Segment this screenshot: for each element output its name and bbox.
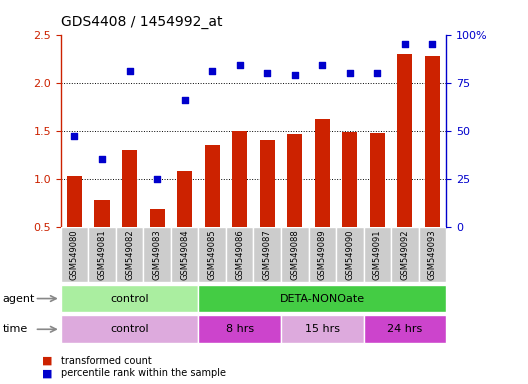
Bar — [199, 285, 446, 313]
Bar — [95, 200, 110, 275]
Bar — [61, 285, 199, 313]
Bar — [364, 227, 391, 282]
Text: time: time — [3, 324, 28, 334]
Text: agent: agent — [3, 293, 35, 304]
Text: GSM549092: GSM549092 — [400, 229, 409, 280]
Bar — [391, 227, 419, 282]
Bar — [143, 227, 171, 282]
Bar — [171, 227, 199, 282]
Text: 8 hrs: 8 hrs — [225, 324, 254, 334]
Text: ■: ■ — [42, 368, 53, 378]
Text: GSM549087: GSM549087 — [263, 229, 272, 280]
Text: percentile rank within the sample: percentile rank within the sample — [61, 368, 226, 378]
Text: control: control — [110, 324, 149, 334]
Bar — [308, 227, 336, 282]
Text: GSM549085: GSM549085 — [208, 229, 216, 280]
Text: GSM549089: GSM549089 — [318, 229, 327, 280]
Bar — [67, 176, 82, 275]
Point — [318, 62, 326, 68]
Text: GSM549090: GSM549090 — [345, 229, 354, 280]
Text: DETA-NONOate: DETA-NONOate — [280, 293, 365, 304]
Point — [263, 70, 271, 76]
Text: GSM549081: GSM549081 — [98, 229, 107, 280]
Point — [401, 41, 409, 47]
Bar — [342, 132, 357, 275]
Point — [125, 68, 134, 74]
Text: 24 hrs: 24 hrs — [387, 324, 422, 334]
Bar — [253, 227, 281, 282]
Point — [181, 97, 189, 103]
Bar — [122, 150, 137, 275]
Bar — [204, 145, 220, 275]
Point — [290, 72, 299, 78]
Bar — [199, 316, 281, 343]
Bar — [199, 227, 226, 282]
Text: control: control — [110, 293, 149, 304]
Bar — [177, 171, 192, 275]
Text: GDS4408 / 1454992_at: GDS4408 / 1454992_at — [61, 15, 222, 29]
Bar — [61, 316, 199, 343]
Bar — [397, 54, 412, 275]
Bar — [281, 227, 308, 282]
Bar — [336, 227, 364, 282]
Text: GSM549086: GSM549086 — [235, 229, 244, 280]
Bar — [116, 227, 143, 282]
Bar — [226, 227, 253, 282]
Bar — [364, 316, 446, 343]
Bar — [315, 119, 330, 275]
Point — [345, 70, 354, 76]
Text: 15 hrs: 15 hrs — [305, 324, 340, 334]
Bar — [425, 56, 440, 275]
Point — [373, 70, 382, 76]
Text: GSM549088: GSM549088 — [290, 229, 299, 280]
Bar — [287, 134, 303, 275]
Text: GSM549093: GSM549093 — [428, 229, 437, 280]
Point — [153, 175, 161, 182]
Text: GSM549084: GSM549084 — [180, 229, 189, 280]
Bar — [232, 131, 247, 275]
Point — [428, 41, 437, 47]
Point — [98, 156, 106, 162]
Bar — [149, 209, 165, 275]
Bar — [260, 140, 275, 275]
Text: GSM549082: GSM549082 — [125, 229, 134, 280]
Bar — [419, 227, 446, 282]
Text: GSM549080: GSM549080 — [70, 229, 79, 280]
Text: GSM549091: GSM549091 — [373, 229, 382, 280]
Text: GSM549083: GSM549083 — [153, 229, 162, 280]
Text: transformed count: transformed count — [61, 356, 152, 366]
Bar — [88, 227, 116, 282]
Bar — [281, 316, 364, 343]
Point — [235, 62, 244, 68]
Point — [208, 68, 216, 74]
Text: ■: ■ — [42, 356, 53, 366]
Point — [70, 133, 79, 139]
Bar — [370, 134, 385, 275]
Bar — [61, 227, 88, 282]
